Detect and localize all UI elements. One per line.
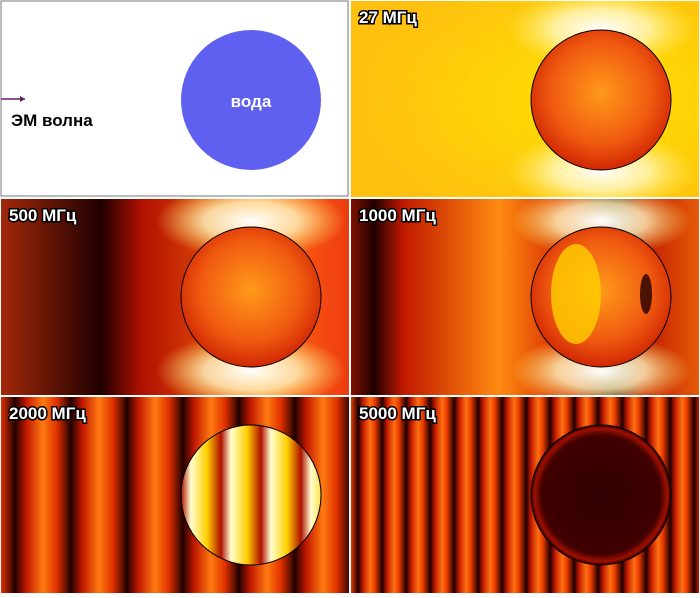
water-circle (180, 226, 322, 368)
frequency-label: 5000 МГц (359, 404, 436, 423)
water-circle (181, 30, 321, 170)
wave-arrow-head (20, 96, 25, 102)
object-label: вода (231, 92, 272, 111)
wave-label: ЭМ волна (11, 111, 93, 130)
water-circle (530, 424, 672, 566)
frequency-label: 2000 МГц (9, 404, 86, 423)
hot-spot (551, 244, 601, 344)
frequency-label: 27 МГц (359, 8, 417, 27)
panel-1000: 1000 МГц (351, 199, 699, 395)
frequency-label: 1000 МГц (359, 206, 436, 225)
source-panel: ЭМ волна вода (0, 0, 349, 197)
frequency-label: 500 МГц (9, 206, 77, 225)
water-circle (530, 29, 672, 171)
panel-27: 27 МГц (351, 1, 699, 197)
panel-500: 500 МГц (1, 199, 349, 395)
panel-5000: 5000 МГц (351, 397, 699, 593)
panel-2000: 2000 МГц (1, 397, 349, 593)
cold-spot (640, 274, 652, 314)
water-circle (180, 424, 322, 566)
